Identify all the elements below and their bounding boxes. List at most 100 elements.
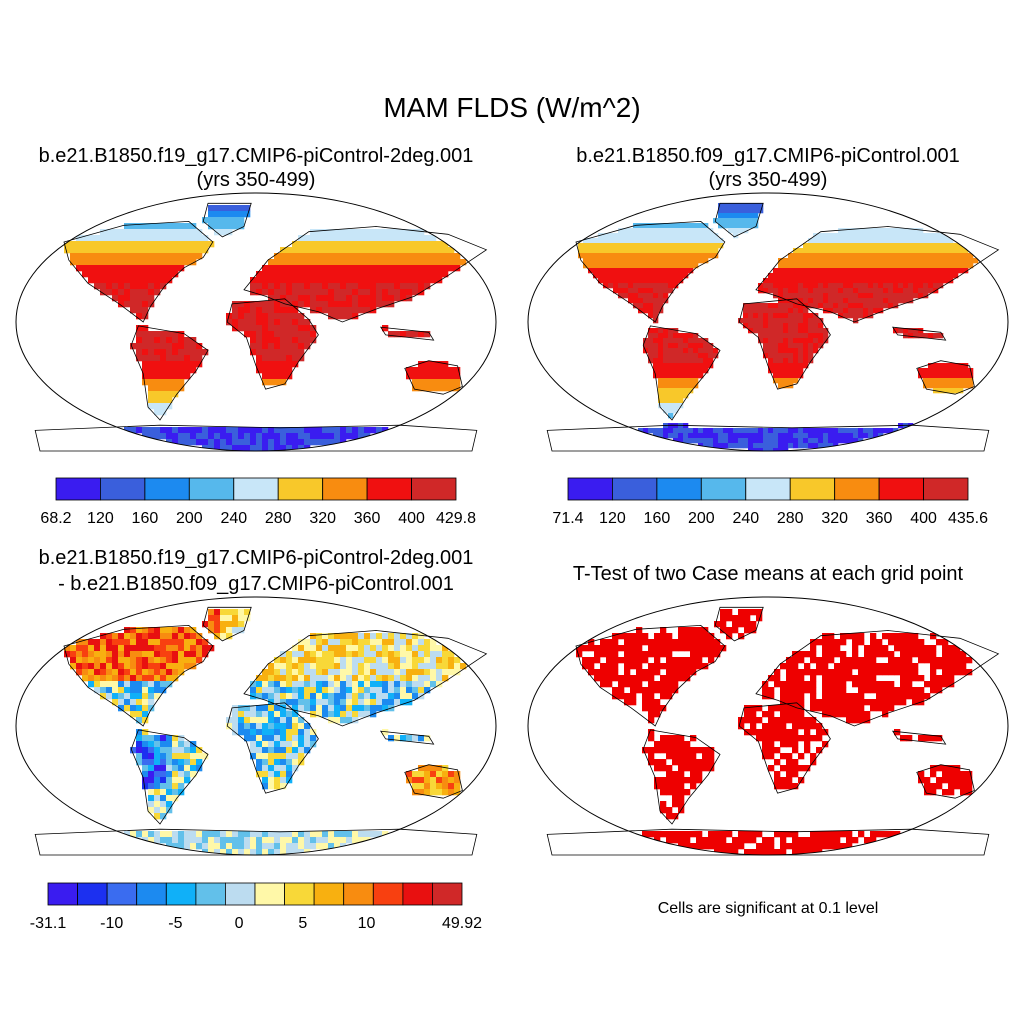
grid-cell bbox=[702, 753, 709, 760]
grid-cell bbox=[424, 277, 431, 284]
grid-cell bbox=[898, 278, 904, 284]
grid-cell bbox=[603, 268, 609, 274]
grid-cell bbox=[838, 258, 844, 264]
grid-cell bbox=[783, 433, 789, 439]
grid-cell bbox=[274, 325, 281, 332]
grid-cell bbox=[768, 318, 774, 324]
grid-cell bbox=[876, 639, 883, 646]
grid-cell bbox=[908, 243, 914, 249]
grid-cell bbox=[654, 639, 661, 646]
grid-cell bbox=[328, 427, 335, 434]
grid-cell bbox=[286, 439, 293, 446]
grid-cell bbox=[208, 439, 215, 446]
grid-cell bbox=[310, 427, 317, 434]
grid-cell bbox=[863, 433, 869, 439]
grid-cell bbox=[268, 355, 275, 362]
grid-cell bbox=[744, 717, 751, 724]
grid-cell bbox=[256, 367, 263, 374]
grid-cell bbox=[853, 228, 859, 234]
grid-cell bbox=[672, 777, 679, 784]
grid-cell bbox=[388, 259, 395, 266]
grid-cell bbox=[214, 837, 221, 844]
grid-cell bbox=[678, 358, 684, 364]
map-case2 bbox=[527, 192, 1009, 452]
grid-cell bbox=[358, 229, 365, 236]
grid-cell bbox=[582, 657, 589, 664]
grid-cell bbox=[713, 248, 719, 254]
grid-cell bbox=[654, 633, 661, 640]
grid-cell bbox=[863, 278, 869, 284]
grid-cell bbox=[298, 705, 305, 712]
grid-cell bbox=[178, 669, 185, 676]
grid-cell bbox=[418, 633, 425, 640]
grid-cell bbox=[900, 693, 907, 700]
grid-cell bbox=[953, 373, 959, 379]
grid-cell bbox=[774, 681, 781, 688]
grid-cell bbox=[923, 378, 929, 384]
grid-cell bbox=[678, 273, 684, 279]
grid-cell bbox=[100, 283, 107, 290]
grid-cell bbox=[64, 651, 71, 658]
grid-cell bbox=[340, 241, 347, 248]
grid-cell bbox=[613, 258, 619, 264]
grid-cell bbox=[883, 228, 889, 234]
grid-cell bbox=[900, 735, 907, 742]
grid-cell bbox=[118, 639, 125, 646]
grid-cell bbox=[763, 438, 769, 444]
grid-cell bbox=[358, 253, 365, 260]
grid-cell bbox=[196, 433, 203, 440]
grid-cell bbox=[304, 843, 311, 850]
grid-cell bbox=[788, 358, 794, 364]
grid-cell bbox=[370, 645, 377, 652]
grid-cell bbox=[786, 705, 793, 712]
grid-cell bbox=[286, 295, 293, 302]
grid-cell bbox=[124, 271, 131, 278]
grid-cell bbox=[600, 669, 607, 676]
grid-cell bbox=[334, 717, 341, 724]
grid-cell bbox=[948, 765, 955, 772]
grid-cell bbox=[876, 645, 883, 652]
coastline-greenland bbox=[714, 202, 764, 238]
grid-cell bbox=[190, 627, 197, 634]
grid-cell bbox=[608, 273, 614, 279]
grid-cell bbox=[154, 747, 161, 754]
grid-cell bbox=[648, 687, 655, 694]
grid-cell bbox=[648, 735, 655, 742]
grid-cell bbox=[663, 343, 669, 349]
grid-cell bbox=[693, 353, 699, 359]
grid-cell bbox=[803, 328, 809, 334]
grid-cell bbox=[304, 433, 311, 440]
grid-cell bbox=[623, 253, 629, 259]
grid-cell bbox=[316, 843, 323, 850]
grid-cell bbox=[666, 639, 673, 646]
grid-cell bbox=[322, 283, 329, 290]
grid-cell bbox=[783, 308, 789, 314]
grid-cell bbox=[376, 265, 383, 272]
grid-cell bbox=[292, 331, 299, 338]
grid-cell bbox=[683, 273, 689, 279]
grid-cell bbox=[698, 343, 704, 349]
grid-cell bbox=[623, 273, 629, 279]
grid-cell bbox=[663, 403, 669, 409]
grid-cell bbox=[714, 837, 721, 844]
grid-cell bbox=[876, 687, 883, 694]
grid-cell bbox=[813, 268, 819, 274]
grid-cell bbox=[618, 233, 624, 239]
grid-cell bbox=[653, 338, 659, 344]
grid-cell bbox=[763, 278, 769, 284]
grid-cell bbox=[274, 759, 281, 766]
grid-cell bbox=[798, 288, 804, 294]
grid-cell bbox=[936, 657, 943, 664]
grid-cell bbox=[774, 729, 781, 736]
grid-cell bbox=[130, 253, 137, 260]
grid-cell bbox=[753, 208, 759, 214]
grid-cell bbox=[196, 831, 203, 838]
grid-cell bbox=[160, 741, 167, 748]
grid-cell bbox=[136, 253, 143, 260]
grid-cell bbox=[633, 248, 639, 254]
grid-cell bbox=[773, 333, 779, 339]
grid-cell bbox=[743, 438, 749, 444]
grid-cell bbox=[888, 268, 894, 274]
grid-cell bbox=[858, 248, 864, 254]
grid-cell bbox=[214, 627, 221, 634]
